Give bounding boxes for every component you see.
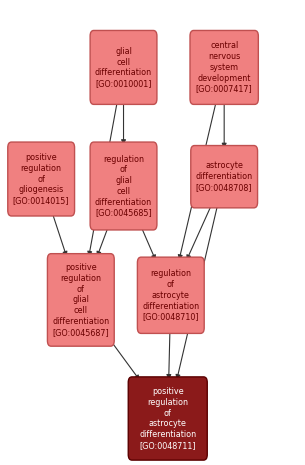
FancyBboxPatch shape bbox=[8, 142, 75, 216]
FancyBboxPatch shape bbox=[137, 257, 204, 333]
FancyBboxPatch shape bbox=[128, 377, 207, 460]
FancyBboxPatch shape bbox=[90, 142, 157, 230]
Text: positive
regulation
of
gliogenesis
[GO:0014015]: positive regulation of gliogenesis [GO:0… bbox=[13, 153, 70, 205]
Text: positive
regulation
of
astrocyte
differentiation
[GO:0048711]: positive regulation of astrocyte differe… bbox=[139, 387, 196, 450]
Text: positive
regulation
of
glial
cell
differentiation
[GO:0045687]: positive regulation of glial cell differ… bbox=[52, 263, 109, 337]
FancyBboxPatch shape bbox=[48, 254, 114, 346]
Text: astrocyte
differentiation
[GO:0048708]: astrocyte differentiation [GO:0048708] bbox=[196, 161, 253, 192]
FancyBboxPatch shape bbox=[90, 31, 157, 105]
FancyBboxPatch shape bbox=[191, 146, 257, 208]
Text: regulation
of
astrocyte
differentiation
[GO:0048710]: regulation of astrocyte differentiation … bbox=[142, 269, 199, 321]
Text: glial
cell
differentiation
[GO:0010001]: glial cell differentiation [GO:0010001] bbox=[95, 47, 152, 88]
Text: central
nervous
system
development
[GO:0007417]: central nervous system development [GO:0… bbox=[196, 41, 253, 93]
FancyBboxPatch shape bbox=[190, 31, 258, 105]
Text: regulation
of
glial
cell
differentiation
[GO:0045685]: regulation of glial cell differentiation… bbox=[95, 155, 152, 217]
